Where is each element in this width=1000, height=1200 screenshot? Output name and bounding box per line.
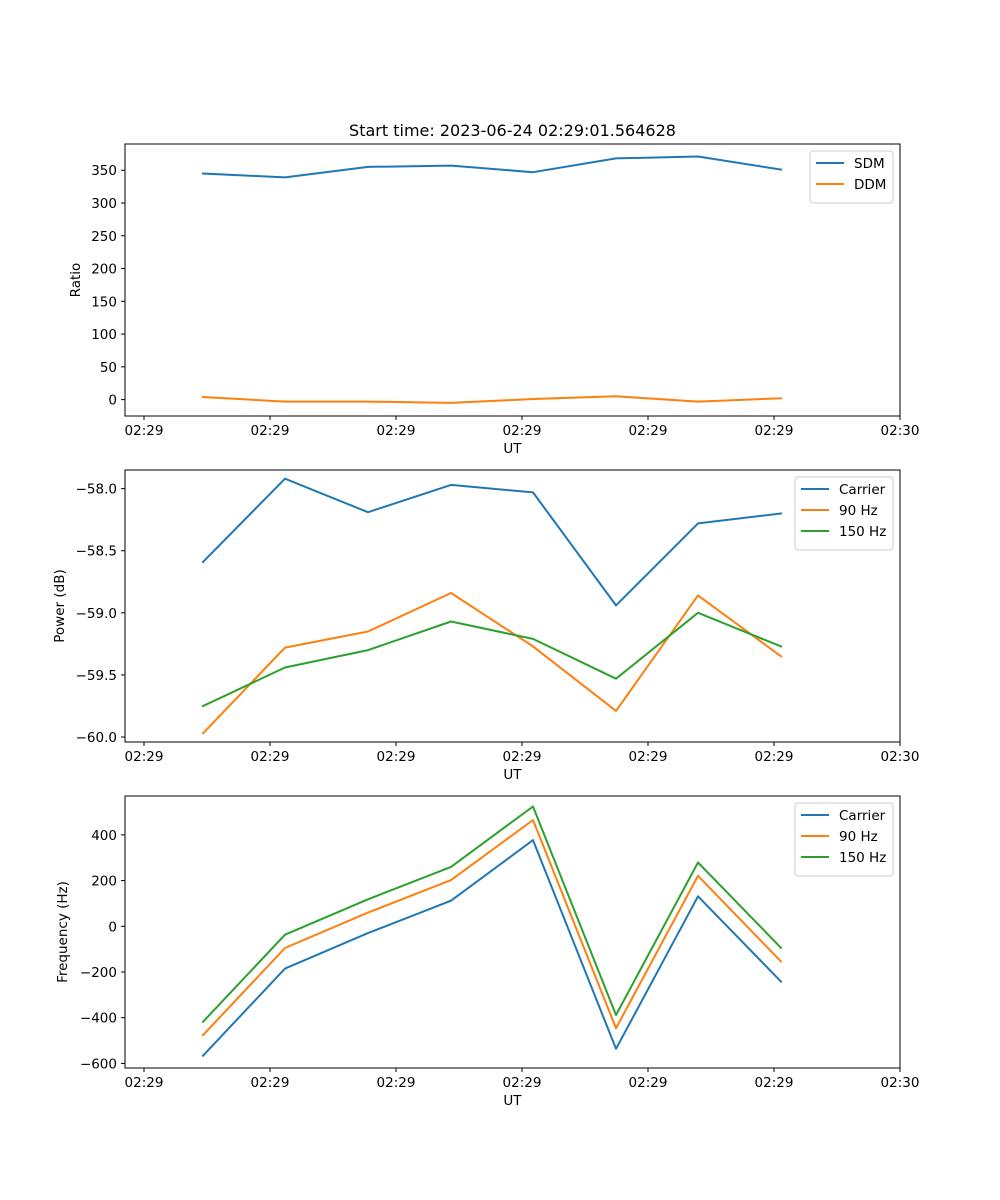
x-tick-label: 02:29 (251, 423, 290, 439)
y-tick-label: 200 (91, 262, 117, 278)
x-tick-label: 02:30 (881, 749, 920, 765)
y-tick-label: −58.5 (76, 544, 117, 560)
series-line-150-hz (201, 611, 783, 708)
x-tick-label: 02:29 (503, 423, 542, 439)
chart-panel-1: 02:29 02:29 02:29 02:29 02:29 02:29 02:30 0 50 10… (68, 143, 920, 457)
x-tick-label: 02:29 (125, 749, 164, 765)
x-tick-label: 02:29 (125, 1075, 164, 1091)
y-tick-label: 200 (91, 874, 117, 890)
y-tick-label: 0 (108, 393, 117, 409)
x-tick-label: 02:29 (503, 1075, 542, 1091)
x-tick-label: 02:29 (629, 1075, 668, 1091)
legend-label: DDM (854, 177, 886, 193)
legend: SDM DDM (809, 150, 894, 204)
series-line-150-hz (201, 805, 783, 1024)
x-tick-label: 02:29 (377, 423, 416, 439)
chart-panel-2: 02:29 02:29 02:29 02:29 02:29 02:29 02:30 −60.0… (52, 469, 920, 783)
x-tick-label: 02:29 (251, 1075, 290, 1091)
x-axis-label: UT (503, 441, 522, 457)
legend-label: Carrier (839, 808, 886, 824)
legend-label: 150 Hz (839, 524, 886, 540)
y-tick-label: 300 (91, 196, 117, 212)
y-tick-label: −400 (80, 1011, 117, 1027)
y-tick-label: −58.0 (76, 482, 117, 498)
legend-label: 90 Hz (839, 829, 878, 845)
chart-panel-3: 02:29 02:29 02:29 02:29 02:29 02:29 02:30 −600 −… (55, 795, 920, 1109)
x-tick-label: 02:29 (755, 423, 794, 439)
y-tick-label: 400 (91, 828, 117, 844)
series-line-carrier (201, 477, 783, 607)
y-axis-label: Power (dB) (52, 569, 68, 642)
axes-frame (124, 469, 901, 743)
legend-label: Carrier (839, 482, 886, 498)
x-axis-label: UT (503, 767, 522, 783)
axes-frame (124, 795, 901, 1069)
series-line-ddm (201, 395, 783, 404)
x-tick-label: 02:29 (251, 749, 290, 765)
y-tick-label: −59.5 (76, 668, 117, 684)
y-tick-label: −60.0 (76, 730, 117, 746)
legend: Carrier 90 Hz 150 Hz (794, 802, 894, 877)
y-tick-label: 100 (91, 327, 117, 343)
panels: 02:29 02:29 02:29 02:29 02:29 02:29 02:30 0 50 10… (52, 143, 920, 1109)
series-line-sdm (201, 155, 783, 179)
x-tick-label: 02:29 (503, 749, 542, 765)
y-tick-label: 0 (108, 919, 117, 935)
legend: Carrier 90 Hz 150 Hz (794, 476, 894, 551)
x-axis-label: UT (503, 1093, 522, 1109)
figure-title: Start time: 2023-06-24 02:29:01.564628 (349, 121, 676, 140)
x-tick-label: 02:29 (629, 749, 668, 765)
series-line-90-hz (201, 819, 783, 1037)
x-tick-label: 02:29 (377, 1075, 416, 1091)
y-tick-label: −59.0 (76, 606, 117, 622)
x-tick-label: 02:29 (755, 1075, 794, 1091)
y-axis-label: Frequency (Hz) (55, 881, 71, 983)
x-tick-label: 02:30 (881, 1075, 920, 1091)
legend-label: SDM (854, 156, 885, 172)
x-tick-label: 02:29 (125, 423, 164, 439)
x-tick-label: 02:29 (377, 749, 416, 765)
legend-label: 150 Hz (839, 850, 886, 866)
y-axis-label: Ratio (68, 263, 84, 298)
legend-label: 90 Hz (839, 503, 878, 519)
x-tick-label: 02:29 (629, 423, 668, 439)
y-tick-label: −600 (80, 1056, 117, 1072)
x-tick-label: 02:30 (881, 423, 920, 439)
y-tick-label: 350 (91, 163, 117, 179)
y-tick-label: 50 (100, 360, 117, 376)
series-line-carrier (201, 839, 783, 1058)
y-tick-label: 150 (91, 294, 117, 310)
y-tick-label: −200 (80, 965, 117, 981)
y-tick-label: 250 (91, 229, 117, 245)
axes-frame (124, 143, 901, 417)
series-line-90-hz (201, 592, 783, 735)
x-tick-label: 02:29 (755, 749, 794, 765)
